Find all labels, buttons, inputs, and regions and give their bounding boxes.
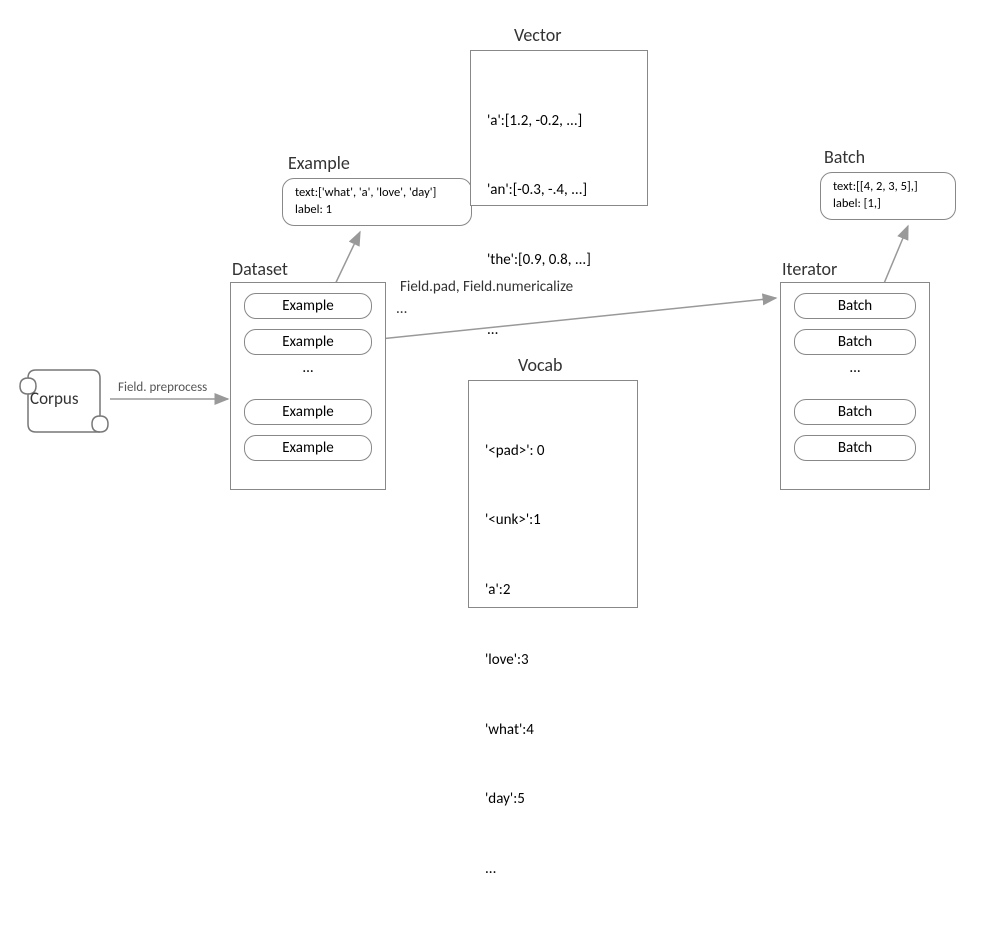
- dataset-item: Example: [244, 399, 372, 425]
- corpus-label: Corpus: [30, 388, 78, 409]
- vocab-box: '<pad>': 0 '<unk>':1 'a':2 'love':3 'wha…: [468, 380, 638, 608]
- dataset-title: Dataset: [232, 258, 288, 280]
- vector-content: 'a':[1.2, -0.2, ...] 'an':[-0.3, -.4, ..…: [471, 51, 647, 401]
- dataset-ellipsis: ...: [243, 359, 373, 377]
- iterator-item: Batch: [794, 293, 916, 319]
- dataset-box: Example Example ... Example Example: [230, 282, 386, 490]
- vocab-content: '<pad>': 0 '<unk>':1 'a':2 'love':3 'wha…: [469, 381, 637, 940]
- dataset-item: Example: [244, 435, 372, 461]
- batch-text-line: text:[[4, 2, 3, 5],]: [833, 179, 943, 196]
- iterator-box: Batch Batch ... Batch Batch: [780, 282, 930, 490]
- dataset-item: Example: [244, 329, 372, 355]
- vocab-title: Vocab: [518, 354, 563, 376]
- vector-box: 'a':[1.2, -0.2, ...] 'an':[-0.3, -.4, ..…: [470, 50, 648, 206]
- example-callout: text:['what', 'a', 'love', 'day'] label:…: [282, 178, 472, 226]
- example-callout-title: Example: [288, 152, 350, 174]
- iterator-item: Batch: [794, 399, 916, 425]
- dataset-item: Example: [244, 293, 372, 319]
- iterator-item: Batch: [794, 435, 916, 461]
- iterator-ellipsis: ...: [793, 359, 917, 377]
- batch-callout-title: Batch: [824, 146, 865, 168]
- vector-title: Vector: [514, 24, 562, 46]
- iterator-item: Batch: [794, 329, 916, 355]
- example-text-line: text:['what', 'a', 'love', 'day']: [295, 185, 459, 202]
- transform-label: Field.pad, Field.numericalize: [400, 278, 573, 296]
- example-label-line: label: 1: [295, 202, 459, 219]
- batch-label-line: label: [1,]: [833, 196, 943, 213]
- preprocess-label: Field. preprocess: [118, 380, 207, 395]
- batch-callout: text:[[4, 2, 3, 5],] label: [1,]: [820, 172, 956, 220]
- iterator-title: Iterator: [782, 258, 837, 280]
- transform-ellipsis: ...: [396, 300, 407, 318]
